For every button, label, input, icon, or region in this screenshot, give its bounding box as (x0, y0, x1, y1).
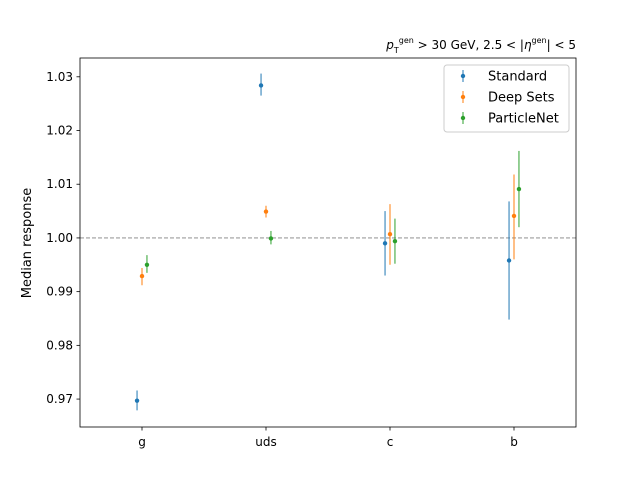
y-tick-label: 1.01 (46, 177, 73, 191)
legend-label-particlenet: ParticleNet (488, 112, 559, 127)
data-layer (134, 73, 522, 411)
title-p: p (385, 38, 394, 52)
point-particlenet (268, 236, 274, 241)
x-tick-label: b (510, 435, 518, 449)
title-end: | < 5 (547, 38, 576, 52)
point-deep-sets (139, 273, 145, 279)
title-mid: > 30 GeV, 2.5 < | (414, 38, 524, 52)
axis-layer: 0.97 0.98 0.99 1.00 1.01 1.02 1.03 g uds c b (46, 70, 518, 449)
title-sup-gen-2: gen (532, 36, 547, 45)
title-sub-t: T (393, 46, 399, 55)
point-deep-sets (511, 213, 517, 219)
legend-label-standard: Standard (488, 70, 547, 85)
x-tick-label: g (138, 435, 146, 449)
point-standard (134, 398, 140, 403)
chart-title: pTgen > 30 GeV, 2.5 < |ηgen| < 5 (385, 36, 576, 55)
legend: Standard Deep Sets ParticleNet (443, 64, 570, 133)
axes-frame (79, 57, 577, 428)
y-tick-label: 1.02 (46, 124, 73, 138)
title-eta: η (524, 38, 532, 52)
point-standard (506, 258, 512, 263)
x-tick-label: uds (255, 435, 276, 449)
y-axis-label: Median response (20, 188, 35, 298)
point-particlenet (144, 262, 150, 267)
point-particlenet (392, 238, 398, 244)
legend-frame (443, 64, 570, 133)
point-particlenet (516, 186, 522, 192)
y-tick-label: 0.99 (46, 285, 73, 299)
legend-label-deep-sets: Deep Sets (488, 91, 555, 106)
x-tick-label: c (387, 435, 394, 449)
y-tick-label: 0.98 (46, 338, 73, 352)
legend-marker-particlenet (460, 115, 466, 121)
point-standard (382, 241, 388, 246)
point-deep-sets (387, 231, 393, 237)
y-tick-label: 1.00 (46, 231, 73, 245)
point-deep-sets (263, 209, 269, 214)
y-tick-label: 1.03 (46, 70, 73, 84)
legend-marker-standard (460, 73, 466, 79)
title-sup-gen-1: gen (399, 36, 414, 45)
y-tick-label: 0.97 (46, 392, 73, 406)
legend-marker-deep-sets (460, 94, 466, 100)
point-standard (258, 83, 264, 88)
